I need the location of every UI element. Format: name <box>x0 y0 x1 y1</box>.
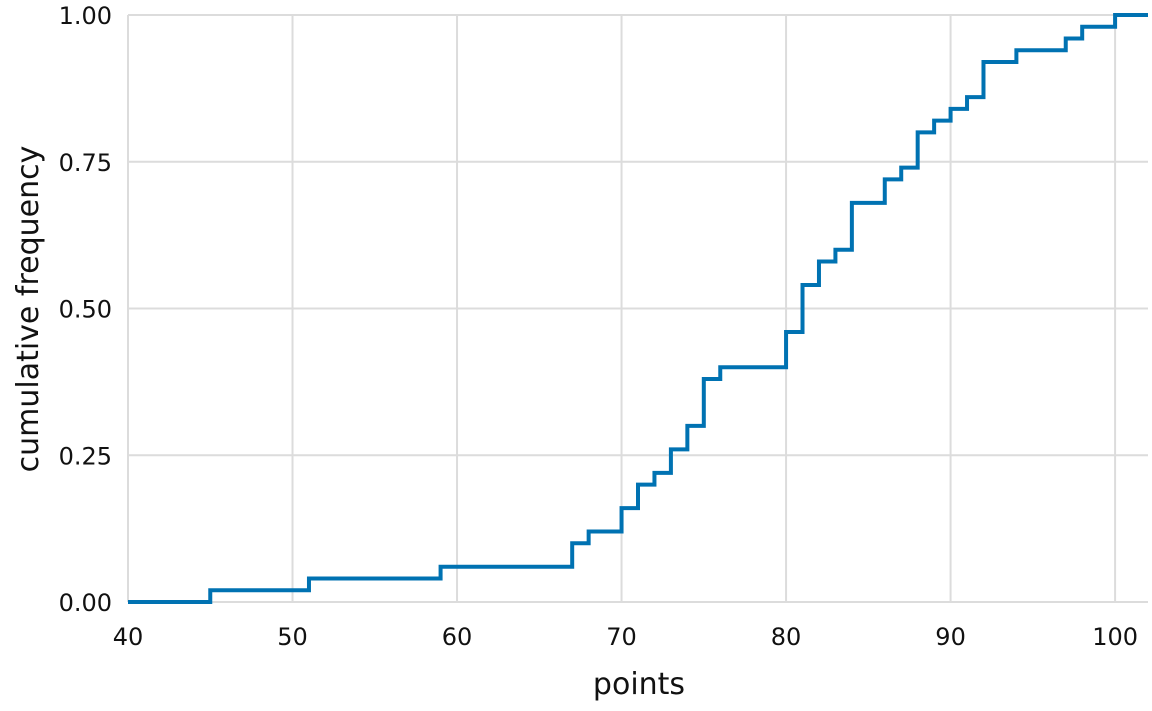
y-tick-label: 1.00 <box>59 2 112 30</box>
y-tick-labels: 0.00 0.25 0.50 0.75 1.00 <box>59 2 112 617</box>
y-axis-title: cumulative frequency <box>11 146 46 473</box>
x-tick-label: 50 <box>277 623 308 651</box>
x-tick-label: 40 <box>113 623 144 651</box>
y-tick-label: 0.50 <box>59 296 112 324</box>
x-tick-label: 60 <box>442 623 473 651</box>
gridlines <box>127 14 1148 603</box>
x-tick-label: 80 <box>771 623 802 651</box>
x-tick-label: 100 <box>1092 623 1138 651</box>
x-tick-labels: 40 50 60 70 80 90 100 <box>113 623 1138 651</box>
series-layer <box>128 13 1148 604</box>
y-tick-label: 0.00 <box>59 589 112 617</box>
x-tick-label: 90 <box>935 623 966 651</box>
x-axis-title: points <box>593 667 685 702</box>
y-tick-label: 0.25 <box>59 442 112 470</box>
y-tick-label: 0.75 <box>59 149 112 177</box>
ecdf-step-line <box>128 13 1148 604</box>
x-tick-label: 70 <box>606 623 637 651</box>
